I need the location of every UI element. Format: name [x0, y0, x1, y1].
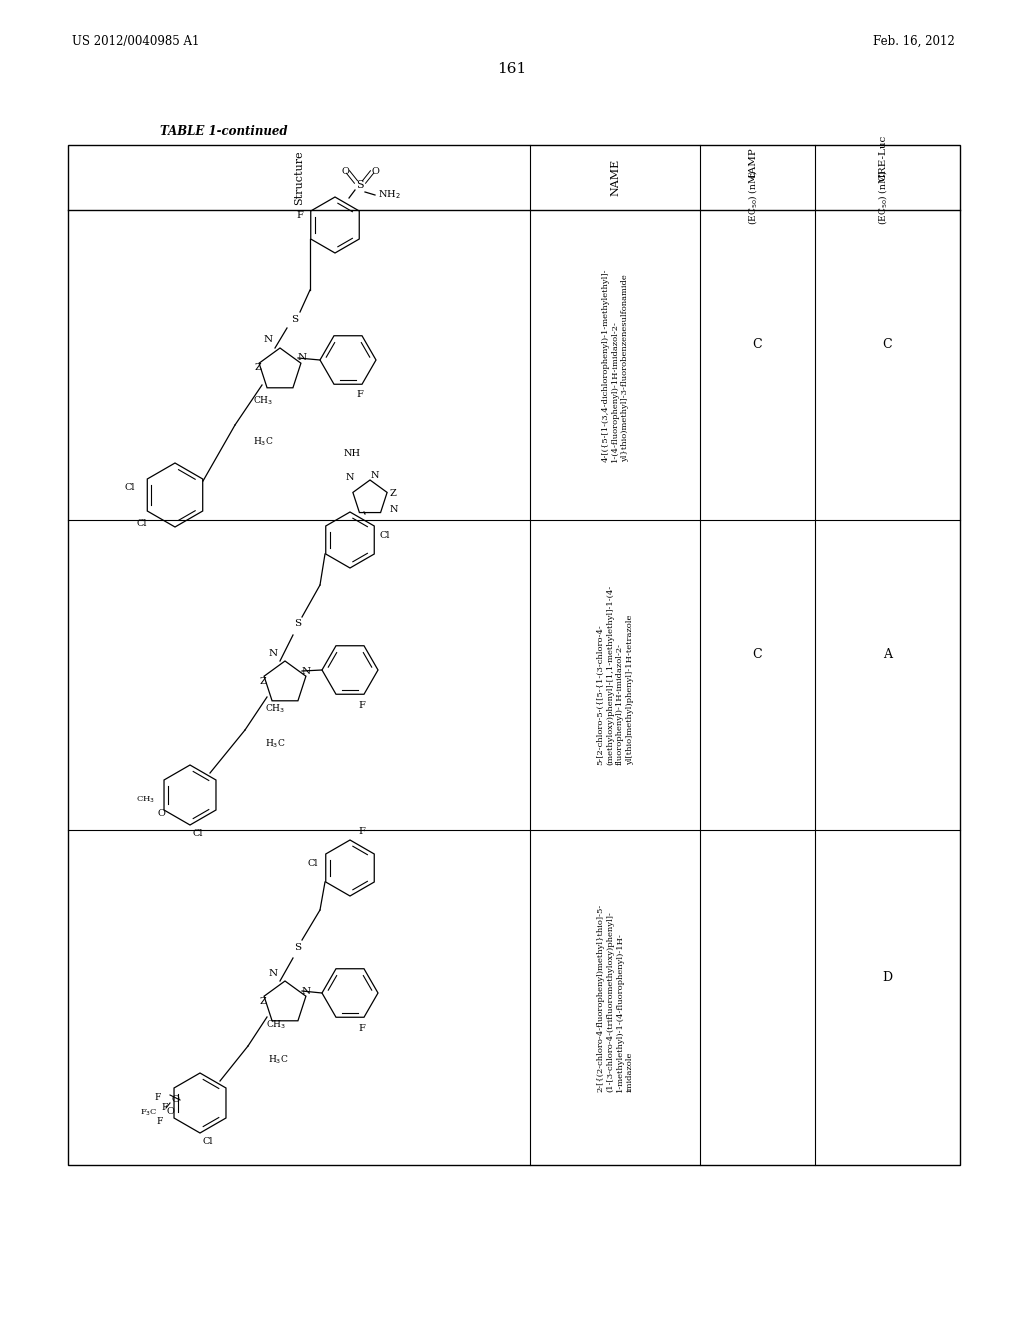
Text: US 2012/0040985 A1: US 2012/0040985 A1 [72, 36, 200, 48]
Text: Z: Z [390, 488, 397, 498]
Text: (EC$_{50}$) (nM): (EC$_{50}$) (nM) [746, 170, 759, 224]
Text: 5-[2-chloro-5-({[5-{1-(3-chloro-4-
(methyloxy)phenyl]-[1,1-methylethyl]-1-(4-
fl: 5-[2-chloro-5-({[5-{1-(3-chloro-4- (meth… [596, 585, 634, 766]
Text: H$_3$C: H$_3$C [253, 436, 273, 447]
Text: F: F [157, 1117, 163, 1126]
Text: Cl: Cl [307, 858, 318, 867]
Text: F$_3$C: F$_3$C [140, 1107, 158, 1118]
Text: F: F [296, 210, 303, 219]
Text: C: C [753, 648, 762, 661]
Text: F: F [358, 701, 366, 710]
Text: N: N [371, 471, 379, 480]
Text: F: F [356, 389, 364, 399]
Text: N: N [302, 986, 311, 995]
Text: TABLE 1-continued: TABLE 1-continued [160, 125, 288, 139]
Text: Z: Z [259, 997, 266, 1006]
Text: S: S [295, 619, 301, 628]
Text: Structure: Structure [294, 150, 304, 205]
Text: CH$_3$: CH$_3$ [265, 702, 286, 715]
Text: Cl: Cl [193, 829, 203, 838]
Text: Z: Z [255, 363, 261, 372]
Text: NH: NH [343, 449, 360, 458]
Text: NH$_2$: NH$_2$ [378, 189, 400, 202]
Text: 161: 161 [498, 62, 526, 77]
Text: A: A [883, 648, 892, 661]
Text: O: O [166, 1106, 174, 1115]
Text: N: N [298, 354, 307, 363]
Text: F: F [162, 1104, 168, 1113]
Text: Cl: Cl [380, 531, 390, 540]
Text: N: N [263, 335, 272, 345]
Text: O: O [157, 808, 165, 817]
Text: Feb. 16, 2012: Feb. 16, 2012 [873, 36, 955, 48]
Text: CRE-Luc: CRE-Luc [878, 135, 887, 181]
Text: H$_3$C: H$_3$C [265, 738, 286, 751]
Text: N: N [346, 474, 354, 483]
Text: Cl: Cl [136, 519, 147, 528]
Text: cAMP: cAMP [748, 147, 757, 178]
Text: CH$_3$: CH$_3$ [266, 1019, 287, 1031]
Text: C: C [753, 338, 762, 351]
Text: F: F [358, 1024, 366, 1034]
Text: N: N [390, 506, 398, 515]
Text: 2-[{(2-chloro-4-fluorophenyl)methyl}thio]-5-
(1-[3-chloro-4-(trifluoromethyloxy): 2-[{(2-chloro-4-fluorophenyl)methyl}thio… [596, 903, 634, 1092]
Text: CH$_3$: CH$_3$ [253, 395, 273, 407]
Text: F: F [155, 1093, 161, 1102]
Text: D: D [883, 972, 893, 983]
Text: H$_3$C: H$_3$C [268, 1053, 289, 1067]
Text: Cl: Cl [125, 483, 135, 491]
Text: S: S [292, 315, 299, 325]
Text: O: O [341, 168, 349, 177]
Text: S: S [356, 180, 364, 190]
Text: C: C [883, 338, 892, 351]
Text: N: N [268, 969, 278, 978]
Text: N: N [268, 649, 278, 657]
Text: Z: Z [259, 676, 266, 685]
Text: NAME: NAME [610, 158, 620, 197]
Bar [68, 145, 961, 1166]
Text: F: F [358, 828, 366, 836]
Text: (EC$_{50}$) (nM): (EC$_{50}$) (nM) [876, 170, 889, 224]
Text: N: N [302, 667, 311, 676]
Text: O: O [371, 168, 379, 177]
Text: CH$_3$: CH$_3$ [136, 795, 155, 805]
Text: S: S [295, 942, 301, 952]
Text: 4-[({5-[1-(3,4-dichlorophenyl)-1-methylethyl]-
1-(4-fluorophenyl)-1H-imidazol-2-: 4-[({5-[1-(3,4-dichlorophenyl)-1-methyle… [601, 268, 629, 462]
Text: O: O [172, 1096, 180, 1105]
Text: Cl: Cl [203, 1137, 213, 1146]
